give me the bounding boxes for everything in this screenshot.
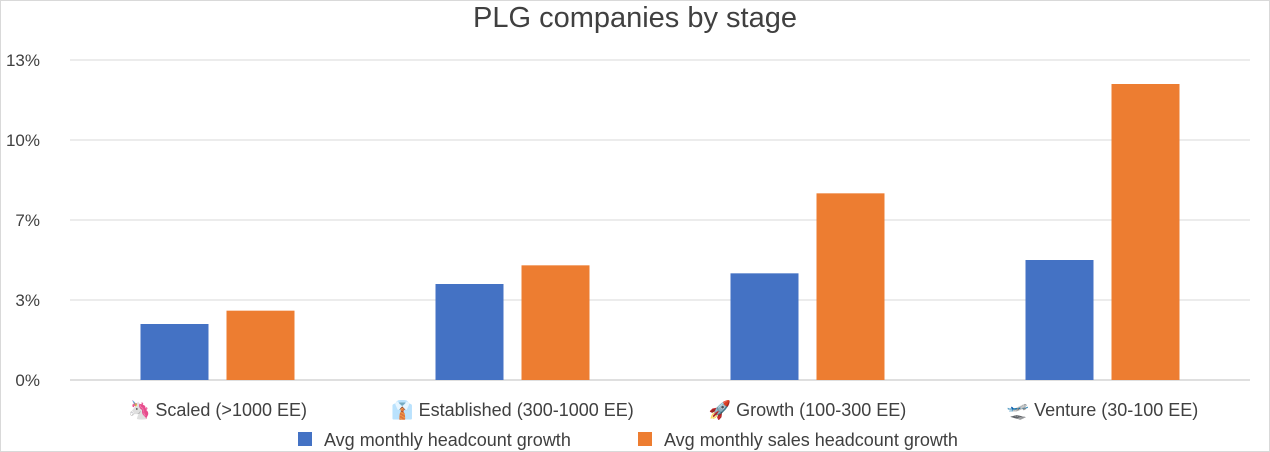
chart-title: PLG companies by stage [472, 2, 797, 34]
bar-headcount-3 [1025, 260, 1094, 380]
category-label: 👔 Established (300-1000 EE) [391, 399, 634, 420]
bar-headcount-0 [140, 324, 209, 380]
y-tick-label: 3% [15, 291, 40, 310]
bar-sales-headcount-0 [226, 310, 295, 380]
category-label: 🛫 Venture (30-100 EE) [1007, 400, 1199, 420]
legend-swatch-1 [638, 432, 652, 446]
bar-sales-headcount-2 [816, 193, 885, 380]
category-label: 🦄 Scaled (>1000 EE) [128, 399, 307, 420]
legend-swatch-0 [298, 432, 312, 446]
y-tick-label: 7% [15, 211, 40, 230]
legend-label-0: Avg monthly headcount growth [324, 430, 571, 450]
bar-headcount-1 [435, 284, 504, 380]
bar-headcount-2 [730, 273, 799, 380]
y-tick-label: 10% [6, 131, 40, 150]
bar-sales-headcount-1 [521, 265, 590, 380]
y-tick-label: 0% [15, 371, 40, 390]
legend-label-1: Avg monthly sales headcount growth [664, 430, 958, 450]
y-tick-label: 13% [6, 51, 40, 70]
category-label: 🚀 Growth (100-300 EE) [709, 399, 907, 420]
bar-sales-headcount-3 [1111, 84, 1180, 380]
